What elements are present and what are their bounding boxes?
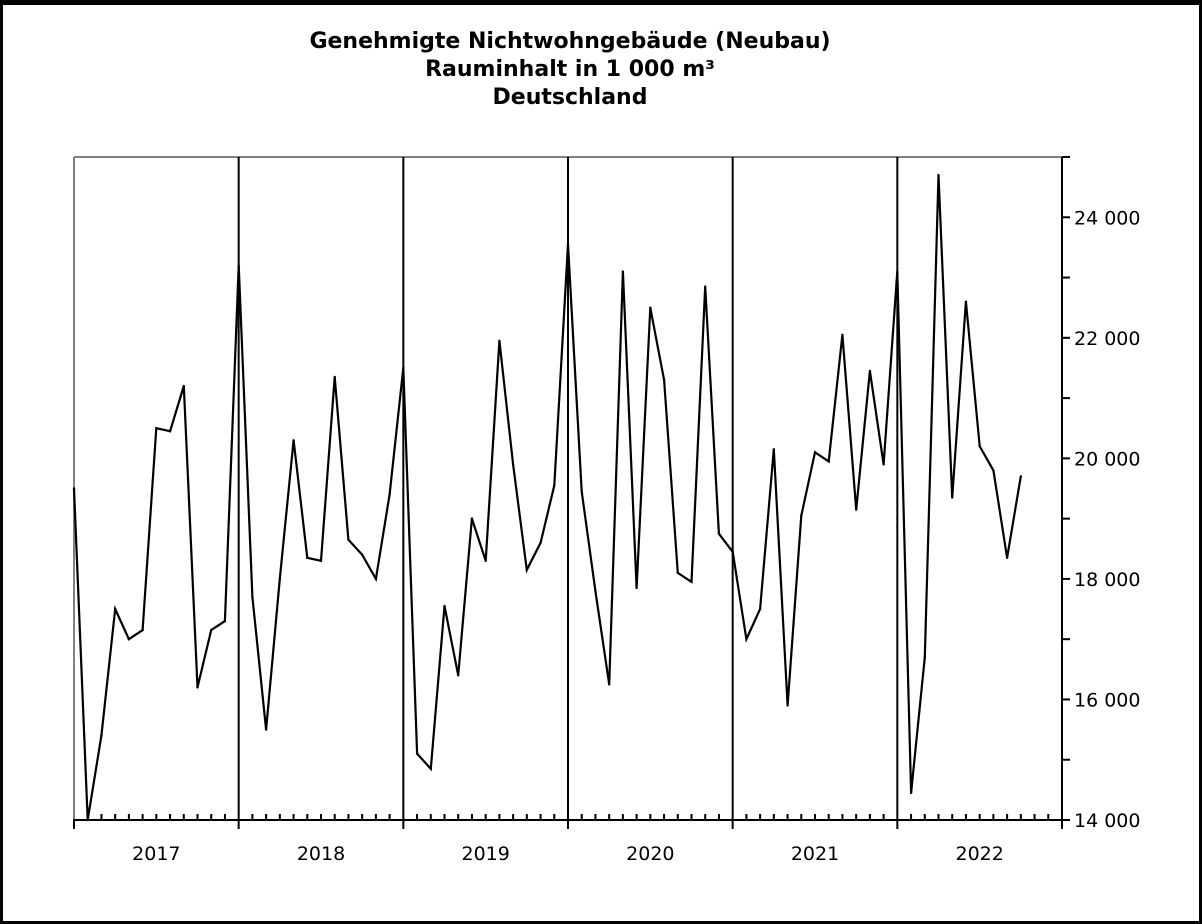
- data-point: [868, 369, 872, 373]
- chart-title: Genehmigte Nichtwohngebäude (Neubau) Rau…: [0, 28, 1140, 112]
- data-point: [758, 607, 762, 611]
- data-point: [580, 490, 583, 493]
- data-point: [182, 384, 185, 388]
- data-point: [964, 300, 968, 303]
- chart-title-line-3: Deutschland: [492, 85, 648, 110]
- year-label: 2022: [955, 843, 1003, 865]
- y-tick-label: 24 000: [1074, 207, 1140, 229]
- chart-title-line-2: Rauminhalt in 1 000 m³: [425, 57, 715, 82]
- data-point: [251, 595, 254, 599]
- data-point: [731, 550, 734, 553]
- data-point: [909, 791, 913, 795]
- x-axis: 2017 2018 2019 2020 2021 2022: [73, 814, 1063, 865]
- data-point: [278, 577, 282, 581]
- data-point: [649, 306, 652, 309]
- data-point: [306, 556, 309, 560]
- data-point: [470, 517, 474, 520]
- year-label: 2018: [297, 843, 345, 865]
- data-point: [690, 580, 693, 584]
- data-point: [607, 683, 611, 686]
- data-point: [676, 571, 679, 575]
- data-point: [937, 173, 940, 177]
- data-point: [86, 818, 89, 822]
- data-point: [210, 628, 213, 632]
- y-tick-label: 20 000: [1074, 448, 1140, 470]
- series-group: [72, 173, 1023, 822]
- data-point: [237, 264, 240, 267]
- data-point: [141, 628, 144, 632]
- data-point: [978, 445, 981, 448]
- y-tick-label: 14 000: [1074, 810, 1140, 832]
- data-point: [566, 243, 570, 246]
- series-line: [72, 175, 1022, 821]
- data-point: [360, 553, 364, 556]
- data-point: [553, 484, 556, 487]
- data-point: [511, 463, 515, 466]
- data-point: [429, 767, 432, 770]
- data-point: [264, 728, 268, 731]
- data-point: [662, 378, 666, 382]
- data-point: [704, 285, 707, 288]
- data-point: [882, 463, 885, 466]
- data-point: [333, 375, 336, 379]
- data-point: [388, 493, 391, 496]
- y-tick-label: 22 000: [1074, 328, 1140, 350]
- year-label: 2020: [626, 843, 674, 865]
- data-point: [402, 366, 405, 370]
- data-point: [457, 674, 460, 677]
- data-point: [1019, 475, 1023, 478]
- data-point: [923, 656, 926, 659]
- data-point: [72, 487, 76, 490]
- data-point: [539, 541, 542, 544]
- data-point: [786, 704, 789, 707]
- data-point: [594, 589, 597, 593]
- data-point: [951, 496, 954, 499]
- year-label: 2019: [461, 843, 509, 865]
- y-tick-label: 18 000: [1074, 569, 1140, 591]
- data-point: [196, 686, 199, 689]
- data-point: [992, 469, 995, 472]
- year-label: 2021: [791, 843, 839, 865]
- data-point: [319, 559, 323, 563]
- y-tick-label: 16 000: [1074, 689, 1140, 711]
- data-point: [1005, 556, 1009, 560]
- data-point: [813, 451, 817, 454]
- data-point: [854, 508, 858, 511]
- data-point: [896, 270, 899, 273]
- chart-title-line-1: Genehmigte Nichtwohngebäude (Neubau): [309, 29, 831, 54]
- data-point: [841, 333, 844, 337]
- data-point: [800, 514, 803, 517]
- data-point: [827, 460, 830, 463]
- year-label: 2017: [132, 843, 180, 865]
- data-point: [717, 532, 721, 535]
- data-point: [374, 577, 378, 581]
- data-point: [498, 339, 501, 343]
- data-point: [443, 604, 446, 608]
- data-point: [415, 752, 419, 755]
- y-axis: 14 000 16 000 18 000 20 000 22 000 24 000: [1061, 156, 1140, 832]
- data-point: [635, 586, 638, 590]
- data-point: [745, 637, 748, 641]
- data-point: [484, 559, 487, 563]
- data-point: [127, 637, 131, 641]
- data-point: [100, 734, 103, 737]
- data-point: [525, 568, 529, 572]
- data-point: [621, 270, 625, 273]
- data-point: [155, 427, 158, 430]
- data-point: [113, 607, 117, 611]
- data-point: [772, 448, 776, 451]
- data-point: [223, 619, 227, 623]
- data-point: [292, 439, 295, 442]
- data-point: [347, 538, 350, 541]
- data-point: [168, 430, 172, 433]
